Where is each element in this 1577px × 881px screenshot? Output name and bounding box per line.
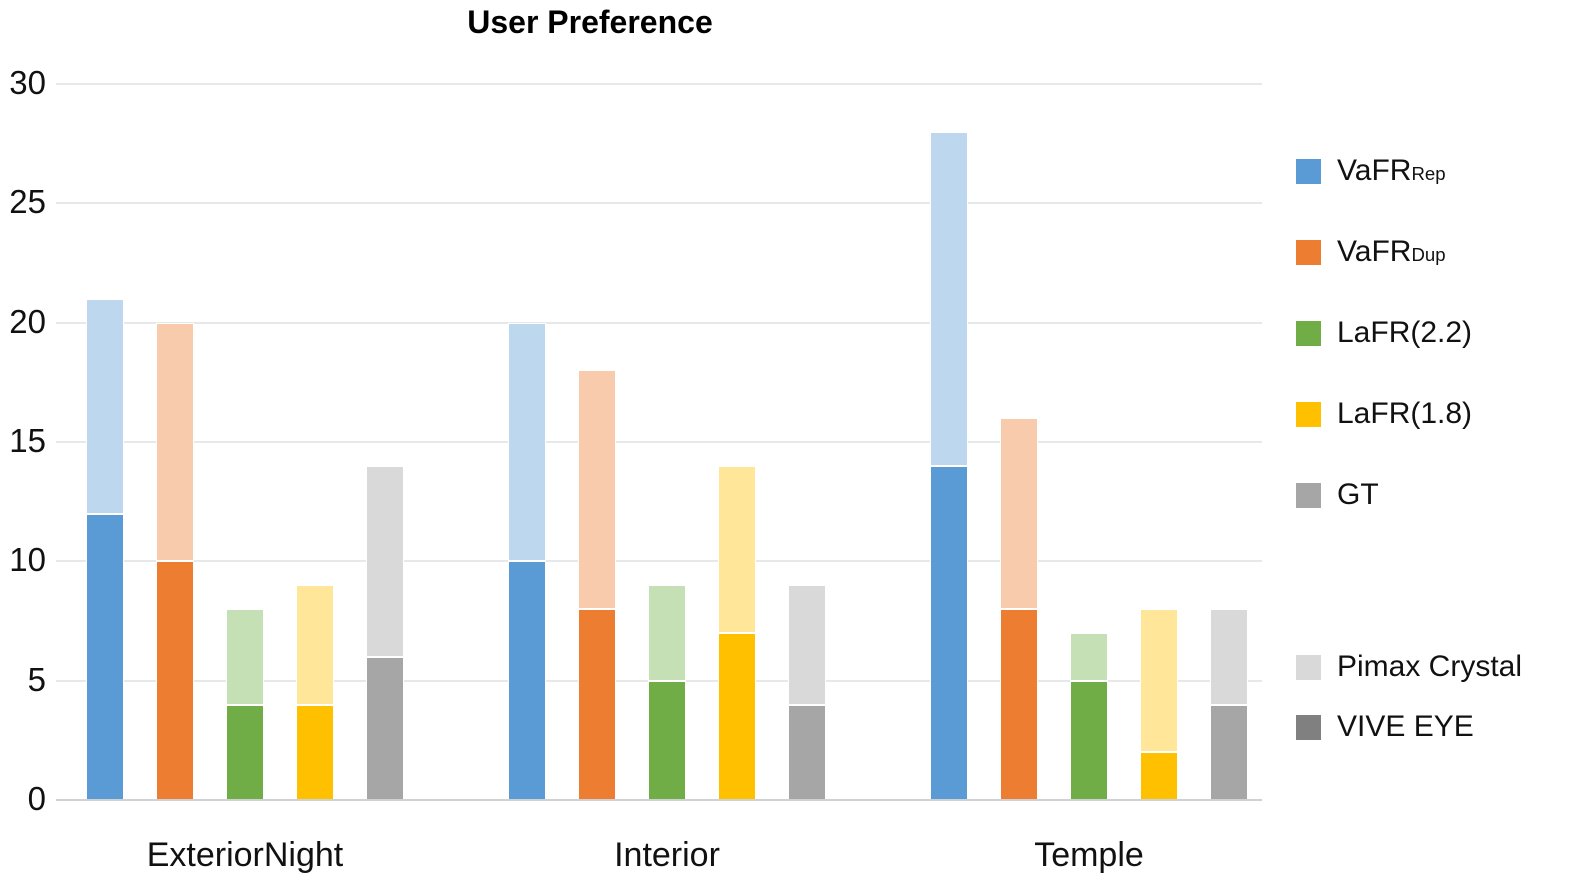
- bar-exteriornight-vafr-dup-pimax-crystal-segment: [156, 322, 194, 562]
- legend-item-vafr-rep: VaFRRep: [1296, 154, 1446, 187]
- bar-temple-vafr-dup-vive-eye-segment: [1000, 609, 1038, 800]
- bar-exteriornight-vafr-dup-vive-eye-segment: [156, 561, 194, 800]
- legend-label-gt: GT: [1337, 478, 1379, 511]
- bar-interior-lafr-2-2-pimax-crystal-segment: [648, 585, 686, 681]
- bar-exteriornight-lafr-2-2-vive-eye-segment: [226, 704, 264, 800]
- legend-item-gt: GT: [1296, 478, 1379, 511]
- bar-exteriornight-gt-pimax-crystal-segment: [366, 465, 404, 657]
- legend-label-lafr-2-2: LaFR(2.2): [1337, 316, 1473, 349]
- bar-interior-gt-vive-eye-segment: [788, 704, 826, 800]
- legend-item-vive-eye: VIVE EYE: [1296, 710, 1474, 743]
- legend-swatch-vafr-rep-icon: [1296, 158, 1321, 184]
- bar-temple-vafr-rep-vive-eye-segment: [930, 465, 968, 800]
- legend-item-vafr-dup: VaFRDup: [1296, 235, 1446, 268]
- y-axis-tick-label-10: 10: [9, 541, 46, 579]
- y-axis-tick-label-15: 15: [9, 422, 46, 460]
- legend-swatch-pimax-crystal-icon: [1296, 654, 1321, 680]
- legend-item-pimax-crystal: Pimax Crystal: [1296, 650, 1522, 683]
- gridline-y-0: [56, 799, 1262, 801]
- bar-temple-lafr-1-8-vive-eye-segment: [1140, 752, 1178, 800]
- legend-label-subscript-rep: Rep: [1411, 163, 1446, 184]
- y-axis-tick-label-30: 30: [9, 64, 46, 102]
- gridline-y-15: [56, 441, 1262, 443]
- bar-interior-vafr-dup-pimax-crystal-segment: [578, 370, 616, 610]
- legend-label-pimax-crystal: Pimax Crystal: [1337, 650, 1523, 683]
- legend-swatch-vafr-dup-icon: [1296, 239, 1321, 265]
- legend-label-vafr-dup: VaFRDup: [1337, 235, 1446, 268]
- x-axis-label-interior: Interior: [614, 836, 720, 874]
- bar-interior-lafr-2-2-vive-eye-segment: [648, 680, 686, 800]
- bar-temple-gt-pimax-crystal-segment: [1210, 609, 1248, 705]
- bar-temple-lafr-2-2-pimax-crystal-segment: [1070, 632, 1108, 681]
- bar-exteriornight-vafr-rep-vive-eye-segment: [86, 513, 124, 800]
- bar-interior-lafr-1-8-vive-eye-segment: [718, 632, 756, 800]
- legend-label-vafr-rep: VaFRRep: [1337, 154, 1446, 187]
- bar-temple-lafr-2-2-vive-eye-segment: [1070, 680, 1108, 800]
- y-axis-tick-label-25: 25: [9, 183, 46, 221]
- chart-title: User Preference: [467, 4, 713, 40]
- bar-exteriornight-gt-vive-eye-segment: [366, 656, 404, 800]
- bar-temple-vafr-rep-pimax-crystal-segment: [930, 131, 968, 466]
- gridline-y-10: [56, 560, 1262, 563]
- gridline-y-25: [56, 202, 1262, 205]
- bar-interior-vafr-rep-pimax-crystal-segment: [508, 322, 546, 562]
- x-axis-label-exteriornight: ExteriorNight: [146, 836, 344, 874]
- gridline-y-20: [56, 321, 1262, 324]
- bar-temple-lafr-1-8-pimax-crystal-segment: [1140, 609, 1178, 753]
- legend-swatch-vive-eye-icon: [1296, 714, 1321, 740]
- bar-exteriornight-lafr-1-8-pimax-crystal-segment: [296, 585, 334, 705]
- bar-interior-vafr-dup-vive-eye-segment: [578, 609, 616, 800]
- legend-label-lafr-1-8: LaFR(1.8): [1337, 397, 1473, 430]
- legend-label-vive-eye: VIVE EYE: [1337, 710, 1474, 743]
- y-axis-tick-label-0: 0: [27, 780, 46, 818]
- bar-interior-vafr-rep-vive-eye-segment: [508, 561, 546, 800]
- bar-interior-gt-pimax-crystal-segment: [788, 585, 826, 705]
- bar-exteriornight-vafr-rep-pimax-crystal-segment: [86, 298, 124, 514]
- legend-swatch-lafr-2-2-icon: [1296, 320, 1321, 346]
- y-axis-tick-label-5: 5: [27, 660, 46, 698]
- legend-item-lafr-2-2: LaFR(2.2): [1296, 316, 1472, 349]
- legend-label-subscript-dup: Dup: [1411, 244, 1446, 265]
- y-axis-tick-label-20: 20: [9, 302, 46, 340]
- legend-swatch-gt-icon: [1296, 482, 1321, 508]
- gridline-y-30: [56, 83, 1262, 85]
- bar-exteriornight-lafr-1-8-vive-eye-segment: [296, 704, 334, 800]
- bar-temple-gt-vive-eye-segment: [1210, 704, 1248, 800]
- bar-interior-lafr-1-8-pimax-crystal-segment: [718, 465, 756, 633]
- legend-item-lafr-1-8: LaFR(1.8): [1296, 397, 1472, 430]
- bar-temple-vafr-dup-pimax-crystal-segment: [1000, 418, 1038, 610]
- bar-exteriornight-lafr-2-2-pimax-crystal-segment: [226, 609, 264, 705]
- legend-swatch-lafr-1-8-icon: [1296, 401, 1321, 427]
- x-axis-label-temple: Temple: [1034, 836, 1144, 874]
